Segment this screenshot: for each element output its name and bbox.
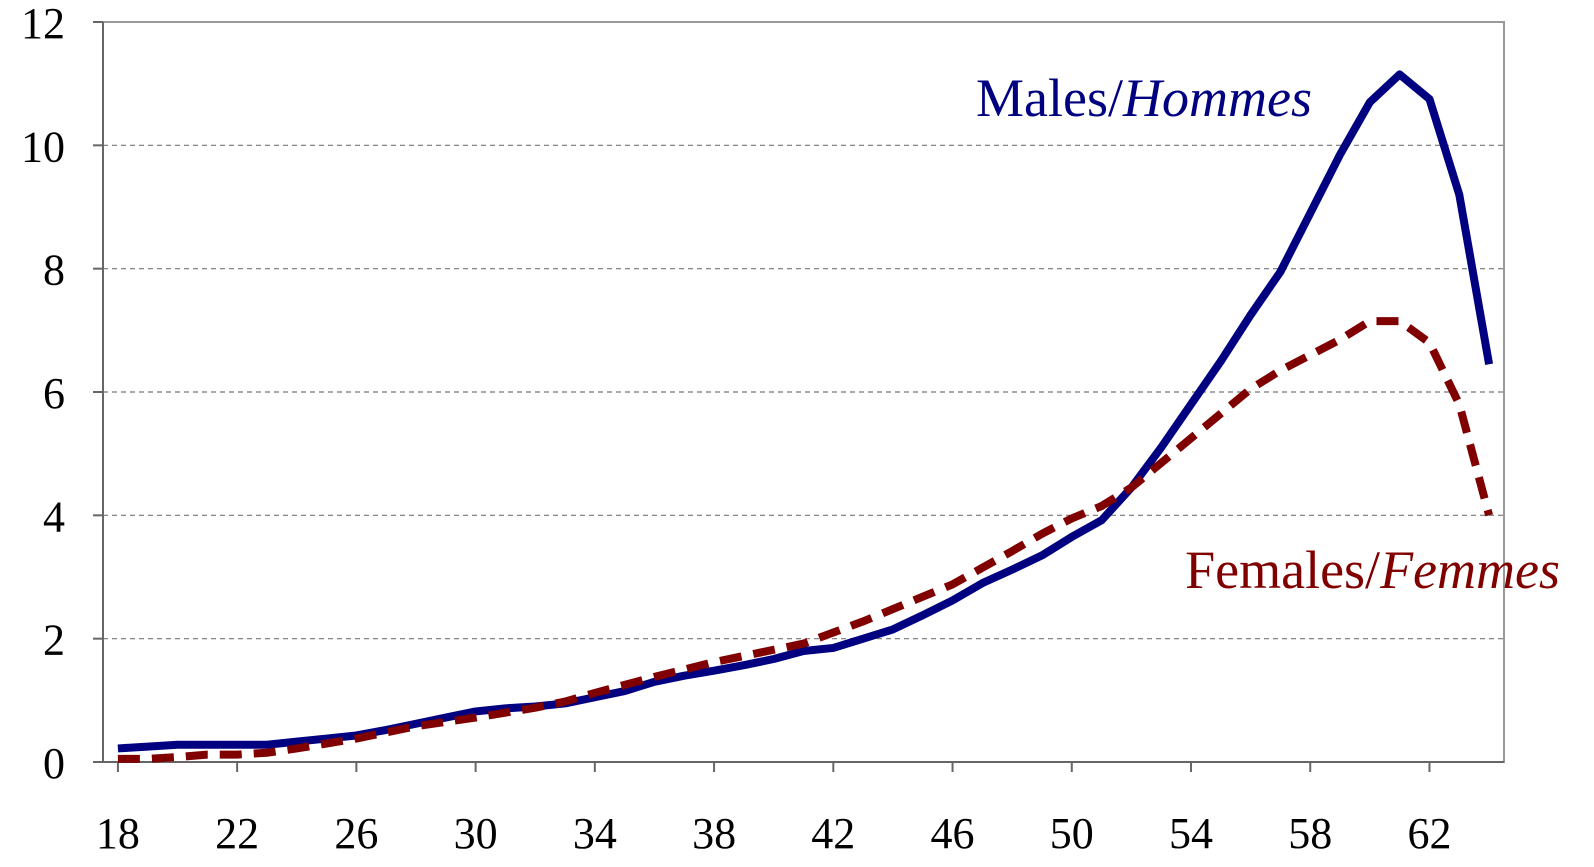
x-tick-label: 34 [573, 809, 617, 858]
y-tick-label: 8 [43, 246, 65, 295]
series-line [117, 317, 1493, 763]
x-tick-label: 50 [1050, 809, 1094, 858]
y-tick-label: 0 [43, 739, 65, 788]
x-tick-label: 58 [1288, 809, 1332, 858]
x-tick-label: 46 [931, 809, 975, 858]
x-tick-label: 22 [215, 809, 259, 858]
x-tick-label: 38 [692, 809, 736, 858]
x-tick-label: 42 [811, 809, 855, 858]
x-tick-label: 18 [96, 809, 140, 858]
series-line [117, 70, 1494, 753]
x-tick-label: 30 [454, 809, 498, 858]
y-tick-label: 4 [43, 492, 65, 541]
y-tick-label: 12 [21, 0, 65, 48]
y-tick-label: 2 [43, 616, 65, 665]
series-label: Males/Hommes [976, 68, 1312, 128]
series-label: Females/Femmes [1185, 540, 1560, 600]
y-tick-label: 10 [21, 122, 65, 171]
x-tick-label: 54 [1169, 809, 1213, 858]
x-tick-label: 62 [1407, 809, 1451, 858]
y-tick-label: 6 [43, 369, 65, 418]
x-tick-label: 26 [334, 809, 378, 858]
